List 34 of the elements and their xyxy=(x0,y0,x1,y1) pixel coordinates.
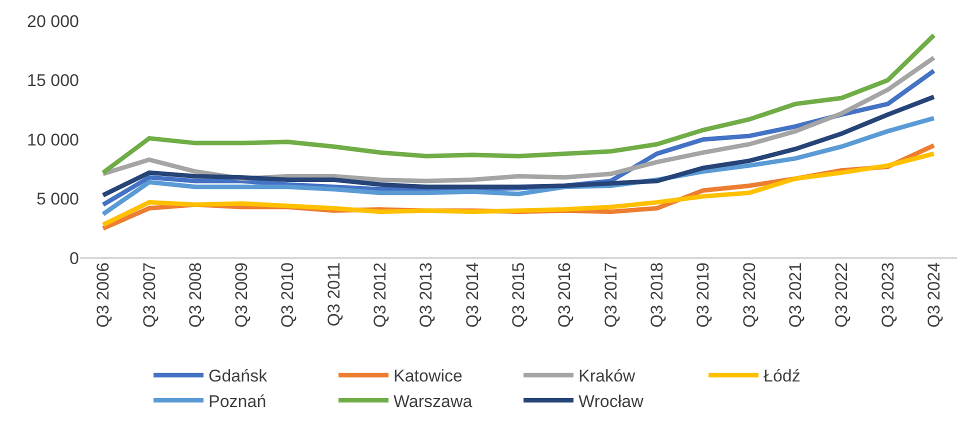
y-tick-label: 20 000 xyxy=(27,12,79,31)
x-tick-label: Q3 2009 xyxy=(232,262,252,328)
x-tick-label: Q3 2024 xyxy=(924,262,944,328)
x-tick-label: Q3 2007 xyxy=(140,262,159,328)
legend-label: Katowice xyxy=(394,366,462,386)
legend-label: Poznań xyxy=(208,392,266,411)
x-tick-label: Q3 2015 xyxy=(509,262,528,328)
y-tick-label: 0 xyxy=(70,248,79,268)
x-tick-label: Q3 2020 xyxy=(740,262,759,328)
line-series xyxy=(100,32,936,175)
x-tick-label: Q3 2012 xyxy=(370,262,390,328)
x-tick-label: Q3 2018 xyxy=(647,262,666,328)
x-tick-label: Q3 2011 xyxy=(324,262,344,326)
x-tick-label: Q3 2017 xyxy=(601,262,620,328)
x-tick-label: Q3 2014 xyxy=(462,262,482,328)
x-tick-label: Q3 2022 xyxy=(832,262,852,328)
x-tick-label: Q3 2008 xyxy=(186,262,205,328)
x-tick-label: Q3 2021 xyxy=(786,262,805,328)
legend-label: Gdańsk xyxy=(208,366,268,386)
x-tick-label: Q3 2023 xyxy=(878,262,898,328)
legend-label: Kraków xyxy=(578,366,636,386)
legend-label: Łódź xyxy=(764,366,800,386)
line-series xyxy=(100,55,936,184)
y-tick-label: 15 000 xyxy=(27,71,79,90)
y-tick-label: 10 000 xyxy=(27,130,79,150)
x-tick-label: Q3 2019 xyxy=(694,262,713,328)
x-tick-label: Q3 2006 xyxy=(94,262,113,328)
x-tick-label: Q3 2016 xyxy=(555,262,574,328)
y-tick-label: 5 000 xyxy=(36,190,79,209)
x-tick-label: Q3 2013 xyxy=(416,262,436,328)
legend-label: Warszawa xyxy=(394,392,473,411)
x-tick-label: Q3 2010 xyxy=(278,262,298,328)
legend-label: Wrocław xyxy=(578,392,644,411)
line-series xyxy=(100,94,936,198)
